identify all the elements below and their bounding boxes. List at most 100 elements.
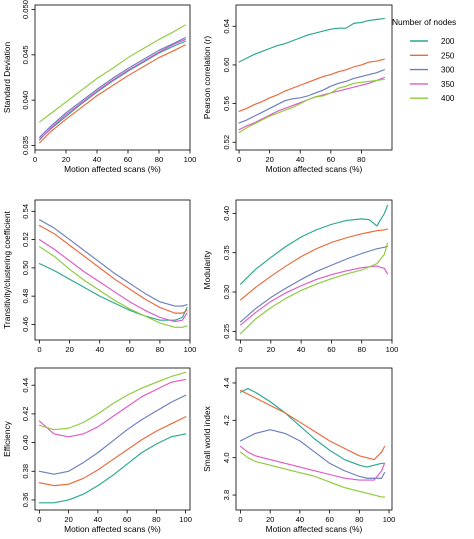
x-tick-label: 60 [327,155,335,164]
y-tick-label: 0.60 [222,58,231,73]
y-tick-label: 0.40 [222,206,231,221]
series-line-300 [239,245,389,323]
x-tick-label: 40 [94,515,102,524]
series-line-200 [239,204,389,285]
x-tick-label: 0 [238,515,242,524]
y-tick-label: 0.64 [222,19,231,34]
y-tick-label: 0.56 [222,96,231,111]
legend-label-350: 350 [441,80,455,89]
y-tick-label: 0.30 [222,285,231,300]
x-tick-label: 80 [355,515,363,524]
y-tick-label: 0.25 [222,324,231,339]
series-line-350 [239,445,386,481]
panel-small-world-index: 0 20 40 60 80 100 3.8 4.0 4.2 4.4 Small world inde… [202,367,396,534]
x-tick-label: 20 [265,155,273,164]
series-line-200 [239,387,386,468]
series-line-300 [239,429,386,479]
y-tick-label: 0.46 [21,317,30,332]
series-line-300 [238,69,385,124]
x-tick-label: 0 [37,345,41,354]
x-tick-label: 80 [357,345,365,354]
panel-standard-deviation: 0 20 40 60 80 100 0.035 0.040 0.045 0.050 Standard… [2,0,196,174]
x-tick-label: 0 [33,155,37,164]
panel-pearson-correlation: 0 20 40 60 80 0.52 0.56 0.60 0.64 Pearson correla… [202,4,393,174]
y-tick-label: 0.36 [21,493,30,508]
y-tick-label: 0.040 [21,91,30,110]
plot-frame [34,367,191,511]
series-line-400 [39,24,186,123]
series-line-400 [38,371,187,431]
y-tick-label: 0.42 [21,407,30,422]
x-tick-label: 60 [327,345,335,354]
plot-frame [34,4,191,151]
x-tick-label: 100 [179,515,192,524]
legend-label-200: 200 [441,37,455,46]
panel-efficiency: 0 20 40 60 80 100 0.36 0.38 0.40 0.42 0.44 Efficien… [2,367,192,534]
x-axis-label: Motion affected scans (%) [64,524,161,534]
series-line-400 [38,246,188,328]
x-tick-label: 20 [267,345,275,354]
plot-frame [235,367,393,511]
series-line-350 [239,265,389,326]
y-axis-label: Efficiency [2,420,12,457]
y-tick-label: 0.50 [21,260,30,275]
plot-frame [235,199,393,341]
series-line-250 [239,389,386,461]
y-tick-label: 0.035 [21,136,30,155]
series-line-200 [39,40,186,140]
x-tick-label: 60 [124,155,132,164]
series-line-200 [238,17,385,63]
x-tick-label: 80 [155,155,163,164]
y-tick-label: 0.48 [21,289,30,304]
legend-label-400: 400 [441,94,455,103]
x-axis-label: Motion affected scans (%) [64,164,161,174]
x-tick-label: 100 [386,345,399,354]
series-line-250 [38,224,188,314]
series-line-400 [238,78,385,134]
y-tick-label: 0.050 [21,0,30,19]
series-line-300 [38,394,187,475]
series-line-350 [39,38,186,141]
y-tick-label: 3.8 [222,490,231,501]
x-tick-label: 80 [156,345,164,354]
series-line-350 [238,76,385,131]
y-tick-label: 0.44 [21,378,30,393]
panel-modularity: 0 20 40 60 80 100 0.25 0.30 0.35 0.40 Modularity [202,199,399,354]
x-tick-label: 100 [184,345,197,354]
series-line-250 [39,44,186,144]
series-line-400 [239,451,386,498]
x-tick-label: 100 [383,515,396,524]
x-tick-label: 60 [126,345,134,354]
x-tick-label: 40 [296,155,304,164]
legend-title: Number of nodes [392,17,456,27]
legend-label-300: 300 [441,66,455,75]
plot-frame [235,4,393,151]
x-tick-label: 20 [64,515,72,524]
series-line-300 [39,37,186,138]
y-tick-label: 4.2 [222,415,231,426]
y-axis-label: Transitivity/clustering coefficient [2,210,12,328]
y-tick-label: 0.045 [21,45,30,64]
series-line-250 [239,228,389,301]
y-axis-label: Pearson correlation (r) [202,36,212,120]
x-tick-label: 20 [266,515,274,524]
y-tick-label: 0.38 [21,464,30,479]
series-line-250 [238,58,385,112]
x-axis-label: Motion affected scans (%) [266,524,363,534]
x-axis-label: Motion affected scans (%) [266,164,363,174]
series-line-350 [38,378,187,438]
series-line-200 [38,433,187,504]
x-tick-label: 0 [237,155,241,164]
y-tick-label: 4.4 [222,378,231,389]
legend-label-250: 250 [441,51,455,60]
y-tick-label: 4.0 [222,452,231,463]
y-tick-label: 0.52 [21,232,30,247]
x-tick-label: 80 [357,155,365,164]
y-tick-label: 0.54 [21,204,30,219]
y-axis-label: Standard Deviation [2,42,12,114]
series-line-200 [38,263,188,321]
x-tick-label: 20 [65,345,73,354]
plot-frame [34,199,191,341]
y-axis-label: Small world index [202,405,212,471]
